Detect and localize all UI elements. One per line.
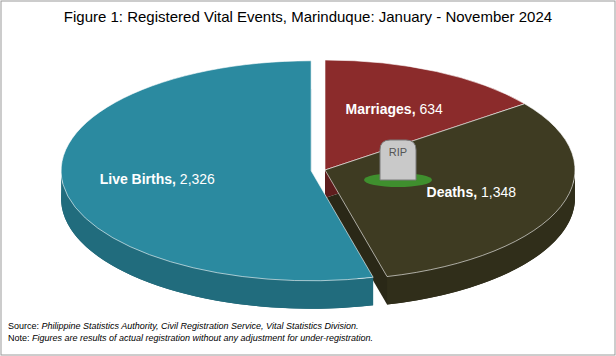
pie: [61, 60, 575, 309]
chart: Figure 1: Registered Vital Events, Marin…: [0, 0, 616, 356]
chart-title: Figure 1: Registered Vital Events, Marin…: [64, 8, 552, 25]
slice-label: Deaths, 1,348: [427, 184, 517, 200]
note-body: Figures are results of actual registrati…: [30, 333, 374, 343]
frame: [1, 1, 615, 355]
source-prefix: Source:: [8, 321, 39, 331]
slice-value: 634: [419, 101, 443, 117]
source-body: Philippine Statistics Authority, Civil R…: [39, 321, 358, 331]
label-separator: ,: [473, 184, 481, 200]
tombstone-body: [380, 140, 416, 180]
title-line: Figure 1: Registered Vital Events, Marin…: [64, 8, 552, 25]
slice-category: Deaths: [427, 184, 474, 200]
slice-category: Marriages: [345, 101, 411, 117]
slice-value: 1,348: [481, 184, 516, 200]
slice-value: 2,326: [180, 171, 215, 187]
note-prefix: Note:: [8, 333, 30, 343]
label-separator: ,: [412, 101, 420, 117]
note: Note: Figures are results of actual regi…: [8, 333, 373, 343]
slice-label: Live Births, 2,326: [100, 171, 215, 187]
source: Source: Philippine Statistics Authority,…: [8, 321, 358, 331]
slice-category: Live Births: [100, 171, 173, 187]
pie-slice: [61, 61, 373, 281]
pie-slice: [325, 104, 575, 277]
slice-label: Marriages, 634: [345, 101, 443, 117]
annotation: RIP: [389, 146, 407, 158]
tombstone: RIP: [364, 140, 432, 187]
label-separator: ,: [172, 171, 180, 187]
